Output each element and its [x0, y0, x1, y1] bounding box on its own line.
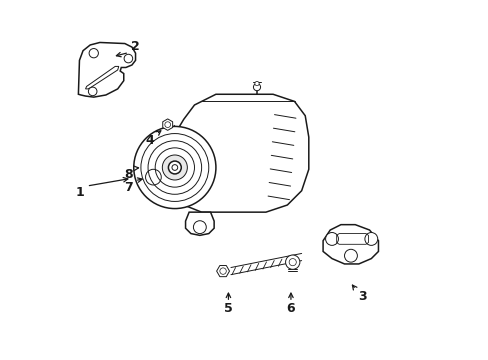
Circle shape — [364, 233, 377, 246]
Circle shape — [145, 169, 161, 185]
Polygon shape — [323, 225, 378, 264]
Circle shape — [164, 122, 170, 127]
Circle shape — [124, 54, 132, 63]
Text: 7: 7 — [124, 181, 133, 194]
Circle shape — [344, 249, 357, 262]
Polygon shape — [163, 119, 172, 130]
Circle shape — [162, 155, 187, 180]
Circle shape — [325, 233, 338, 246]
Circle shape — [88, 87, 97, 96]
Polygon shape — [169, 94, 308, 212]
Text: 5: 5 — [224, 302, 232, 315]
Text: 3: 3 — [357, 289, 366, 303]
Circle shape — [193, 221, 206, 234]
Circle shape — [89, 49, 98, 58]
Polygon shape — [142, 153, 171, 200]
Polygon shape — [185, 212, 214, 235]
Text: 1: 1 — [76, 186, 84, 199]
Text: 6: 6 — [286, 302, 295, 315]
Text: 8: 8 — [124, 168, 132, 181]
Circle shape — [168, 161, 181, 174]
Polygon shape — [216, 266, 229, 277]
Circle shape — [134, 126, 216, 208]
Polygon shape — [78, 42, 135, 97]
Text: 2: 2 — [131, 40, 140, 53]
Text: 4: 4 — [145, 134, 154, 147]
Circle shape — [285, 255, 299, 269]
Circle shape — [253, 84, 260, 91]
Circle shape — [254, 81, 259, 86]
